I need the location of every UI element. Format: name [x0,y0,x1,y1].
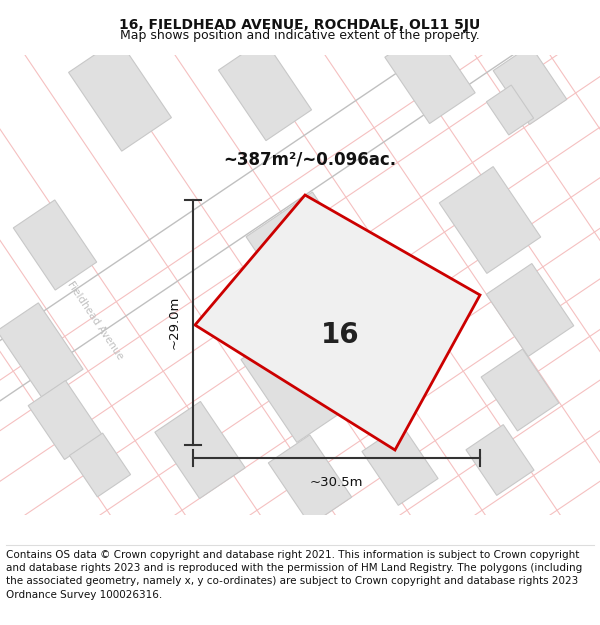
Polygon shape [28,381,102,459]
Polygon shape [481,349,559,431]
Polygon shape [385,26,475,124]
Polygon shape [466,424,534,496]
Text: 16, FIELDHEAD AVENUE, ROCHDALE, OL11 5JU: 16, FIELDHEAD AVENUE, ROCHDALE, OL11 5JU [119,18,481,31]
Polygon shape [68,39,172,151]
Text: Contains OS data © Crown copyright and database right 2021. This information is : Contains OS data © Crown copyright and d… [6,550,582,599]
Polygon shape [0,303,83,397]
Polygon shape [218,39,311,141]
Polygon shape [70,433,131,497]
Polygon shape [487,85,533,135]
Text: ~30.5m: ~30.5m [310,476,363,489]
Polygon shape [439,167,541,273]
Text: ~387m²/~0.096ac.: ~387m²/~0.096ac. [223,151,397,169]
Polygon shape [486,264,574,356]
Polygon shape [493,46,567,124]
Text: 16: 16 [320,321,359,349]
Polygon shape [155,401,245,499]
Polygon shape [362,424,438,506]
Text: Map shows position and indicative extent of the property.: Map shows position and indicative extent… [120,29,480,42]
Text: ~29.0m: ~29.0m [168,296,181,349]
Polygon shape [13,200,97,290]
Text: Fieldhead Avenue: Fieldhead Avenue [65,279,125,361]
Polygon shape [195,195,480,450]
Polygon shape [241,318,359,442]
Polygon shape [246,192,374,328]
Polygon shape [268,435,352,525]
